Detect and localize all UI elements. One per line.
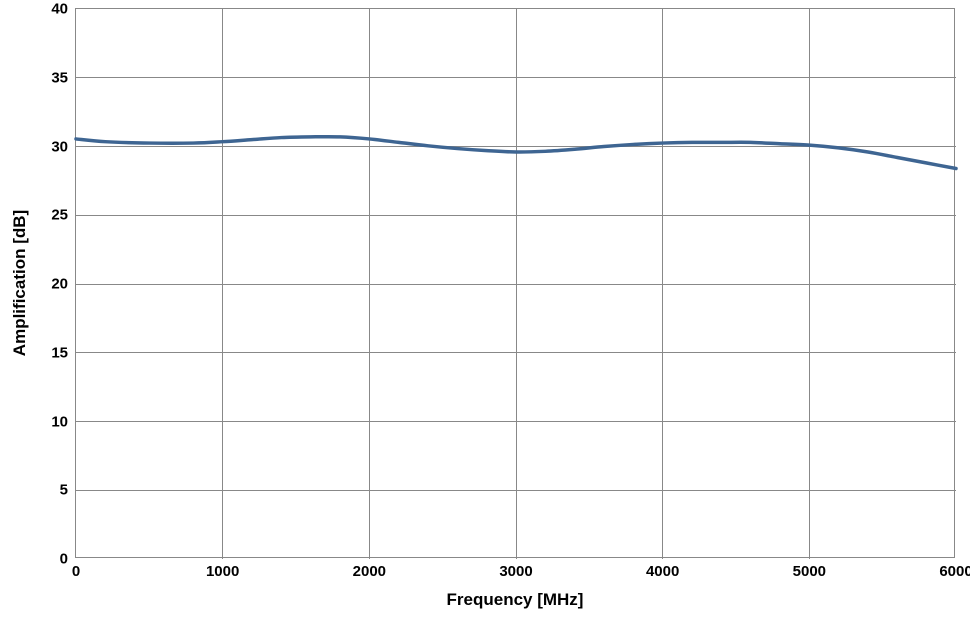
y-grid-line — [76, 146, 956, 147]
y-tick-label: 30 — [38, 138, 68, 155]
y-grid-line — [76, 421, 956, 422]
y-tick-label: 20 — [38, 276, 68, 293]
y-tick-label: 25 — [38, 207, 68, 224]
y-axis-title: Amplification [dB] — [10, 210, 30, 356]
y-grid-line — [76, 215, 956, 216]
x-axis-title: Frequency [MHz] — [447, 590, 584, 610]
y-grid-line — [76, 490, 956, 491]
x-tick-label: 3000 — [499, 563, 532, 580]
amplification-chart: 0 1000 2000 3000 4000 5000 6000 0 5 10 15 20 25 30 35 4… — [0, 0, 970, 623]
y-grid-line — [76, 284, 956, 285]
x-tick-label: 4000 — [646, 563, 679, 580]
y-tick-label: 40 — [38, 1, 68, 18]
y-tick-label: 15 — [38, 344, 68, 361]
y-tick-label: 5 — [38, 482, 68, 499]
y-tick-label: 35 — [38, 69, 68, 86]
x-tick-label: 6000 — [939, 563, 970, 580]
plot-area: 0100020003000400050006000051015202530354… — [75, 8, 955, 558]
x-tick-label: 1000 — [206, 563, 239, 580]
x-tick-label: 2000 — [353, 563, 386, 580]
y-grid-line — [76, 77, 956, 78]
x-tick-label: 0 — [72, 563, 80, 580]
y-grid-line — [76, 352, 956, 353]
x-tick-label: 5000 — [793, 563, 826, 580]
y-tick-label: 0 — [38, 551, 68, 568]
y-tick-label: 10 — [38, 413, 68, 430]
